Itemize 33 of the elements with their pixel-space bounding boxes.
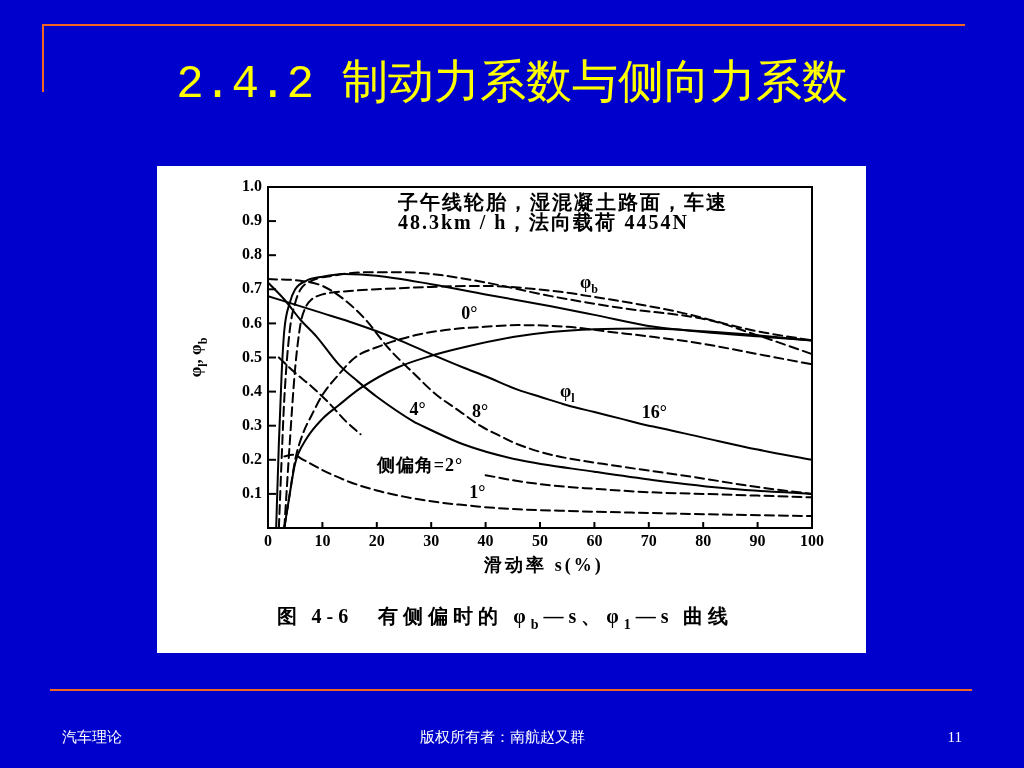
text: 汽车理论: [62, 728, 122, 747]
y-tick-label: 0.9: [242, 211, 262, 229]
annotation: 0°: [461, 303, 478, 324]
annotation: 4°: [409, 399, 426, 420]
y-tick-label: 0.6: [242, 313, 262, 331]
x-tick-label: 70: [640, 531, 657, 549]
x-tick-label: 90: [749, 531, 766, 549]
x-axis-title: 滑动率 s(%): [483, 554, 604, 576]
annotation: 侧偏角=2°: [375, 454, 464, 475]
annotation: 16°: [641, 402, 667, 423]
x-tick-label: 80: [695, 531, 712, 549]
x-tick-label: 60: [586, 531, 603, 549]
x-tick-label: 40: [477, 531, 494, 549]
chart-title: 2.4.2 制动力系数与侧向力系数: [176, 59, 848, 111]
x-tick-label: 30: [423, 531, 440, 549]
y-tick-label: 0.2: [242, 449, 262, 467]
y-axis-title: φl, φb: [186, 337, 210, 378]
y-tick-label: 0.8: [242, 245, 262, 263]
x-tick-label: 50: [532, 531, 548, 549]
y-tick-label: 0.1: [242, 484, 262, 502]
x-tick-label: 20: [368, 531, 385, 549]
annotation: 1°: [469, 482, 486, 503]
annotation: 8°: [472, 401, 489, 422]
y-tick-label: 0.3: [242, 415, 262, 433]
text: 11: [947, 728, 962, 747]
y-tick-label: 0.7: [242, 279, 262, 297]
x-tick-label: 0: [264, 531, 272, 549]
y-tick-label: 1.0: [242, 177, 262, 195]
x-tick-label: 10: [314, 531, 331, 549]
x-tick-label: 100: [800, 531, 824, 549]
text: 版权所有者：南航赵又群: [420, 728, 585, 747]
y-tick-label: 0.5: [242, 347, 262, 365]
y-tick-label: 0.4: [242, 381, 262, 399]
